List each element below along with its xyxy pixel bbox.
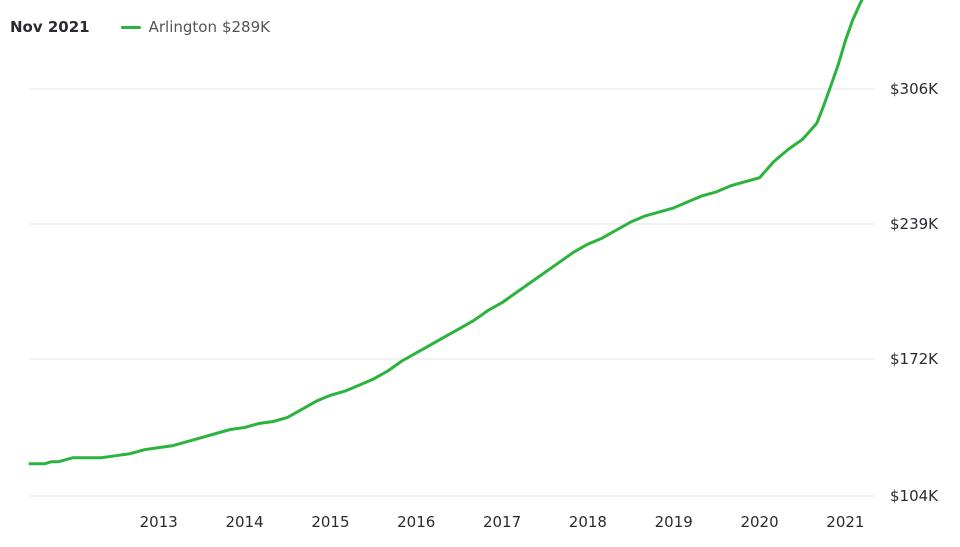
- legend-series-value: $289K: [221, 18, 270, 36]
- legend-series-name: Arlington: [148, 18, 217, 36]
- x-tick-label: 2020: [740, 513, 778, 531]
- y-tick-label: $104K: [890, 487, 939, 505]
- x-tick-label: 2016: [397, 513, 435, 531]
- series-line-arlington: [28, 0, 864, 466]
- date-label: Nov 2021: [10, 18, 90, 36]
- x-tick-label: 2021: [826, 513, 864, 531]
- legend-item-arlington[interactable]: Arlington $289K: [120, 18, 270, 36]
- y-tick-label: $172K: [890, 350, 939, 368]
- chart-header: Nov 2021 Arlington $289K: [10, 16, 270, 38]
- x-tick-label: 2019: [655, 513, 693, 531]
- y-tick-label: $306K: [890, 80, 939, 98]
- x-tick-label: 2015: [311, 513, 349, 531]
- x-tick-label: 2017: [483, 513, 521, 531]
- legend-line-swatch: [120, 25, 141, 29]
- y-tick-label: $239K: [890, 215, 939, 233]
- x-tick-label: 2014: [225, 513, 263, 531]
- y-axis-ticks: $306K $239K $172K $104K: [890, 80, 939, 505]
- x-tick-label: 2013: [140, 513, 178, 531]
- x-tick-label: 2018: [569, 513, 607, 531]
- series-layer: [28, 0, 864, 466]
- grid-lines: [30, 88, 874, 497]
- x-axis-ticks: 2013 2014 2015 2016 2017 2018 2019 2020 2021: [140, 513, 865, 531]
